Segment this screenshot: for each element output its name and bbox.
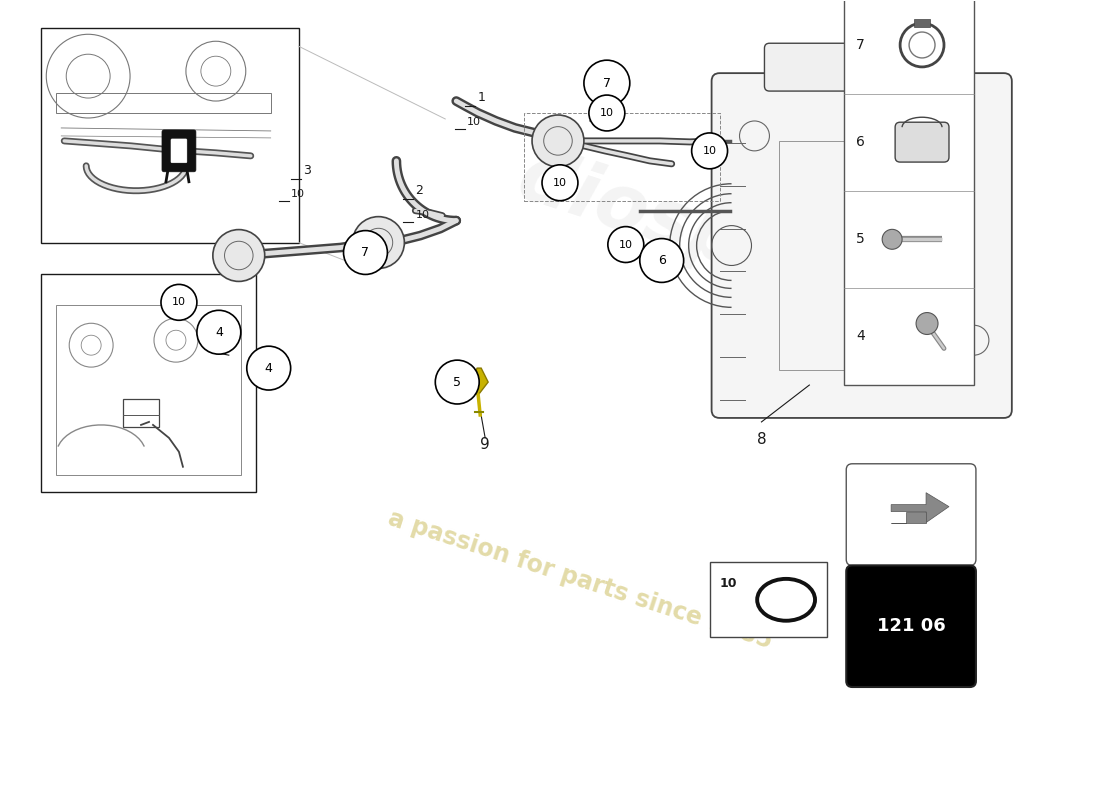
- Polygon shape: [469, 368, 488, 395]
- Text: 10: 10: [468, 117, 481, 127]
- Polygon shape: [891, 512, 926, 522]
- Bar: [42, 274, 255, 492]
- Bar: [780, 141, 974, 370]
- Text: 10: 10: [703, 146, 716, 156]
- Text: 10: 10: [172, 298, 186, 307]
- FancyBboxPatch shape: [764, 43, 875, 91]
- Bar: [710, 562, 827, 637]
- Circle shape: [588, 95, 625, 131]
- Text: a passion for parts since 1985: a passion for parts since 1985: [385, 506, 776, 653]
- Text: 10: 10: [719, 577, 737, 590]
- Bar: [524, 113, 719, 201]
- FancyBboxPatch shape: [170, 139, 187, 163]
- Bar: [56, 93, 271, 113]
- Circle shape: [542, 165, 578, 201]
- Text: diospares: diospares: [508, 141, 931, 341]
- Circle shape: [882, 230, 902, 250]
- Text: 3: 3: [302, 164, 310, 177]
- Circle shape: [161, 285, 197, 320]
- Text: 8: 8: [757, 432, 767, 447]
- Circle shape: [532, 115, 584, 167]
- Circle shape: [640, 238, 684, 282]
- Text: 7: 7: [603, 77, 611, 90]
- Bar: [123, 399, 160, 427]
- Text: 7: 7: [856, 38, 865, 52]
- Text: 10: 10: [619, 239, 632, 250]
- Bar: [845, 0, 974, 385]
- Circle shape: [352, 217, 405, 269]
- Circle shape: [246, 346, 290, 390]
- Text: 7: 7: [362, 246, 370, 259]
- Circle shape: [916, 313, 938, 334]
- Text: 5: 5: [856, 232, 865, 246]
- Text: 2: 2: [416, 184, 424, 197]
- FancyBboxPatch shape: [162, 130, 196, 172]
- Text: 4: 4: [856, 330, 865, 343]
- Bar: [914, 19, 929, 27]
- Circle shape: [213, 230, 265, 282]
- Text: 4: 4: [265, 362, 273, 374]
- Bar: [56, 306, 241, 474]
- Text: 5: 5: [453, 375, 461, 389]
- Text: 10: 10: [553, 178, 566, 188]
- Circle shape: [692, 133, 727, 169]
- FancyBboxPatch shape: [895, 122, 949, 162]
- Text: 10: 10: [416, 210, 429, 220]
- Circle shape: [436, 360, 480, 404]
- Text: 6: 6: [856, 135, 865, 149]
- Text: 4: 4: [214, 326, 223, 338]
- FancyBboxPatch shape: [846, 464, 976, 566]
- Text: 10: 10: [290, 189, 305, 198]
- FancyBboxPatch shape: [712, 73, 1012, 418]
- Text: 9: 9: [481, 438, 490, 452]
- Text: 6: 6: [658, 254, 666, 267]
- FancyBboxPatch shape: [846, 566, 976, 687]
- Text: 1: 1: [477, 91, 485, 104]
- Polygon shape: [891, 493, 949, 522]
- Circle shape: [584, 60, 630, 106]
- Circle shape: [197, 310, 241, 354]
- Circle shape: [608, 226, 644, 262]
- Circle shape: [343, 230, 387, 274]
- Bar: [42, 28, 298, 242]
- Text: 10: 10: [600, 108, 614, 118]
- Text: 121 06: 121 06: [877, 618, 946, 635]
